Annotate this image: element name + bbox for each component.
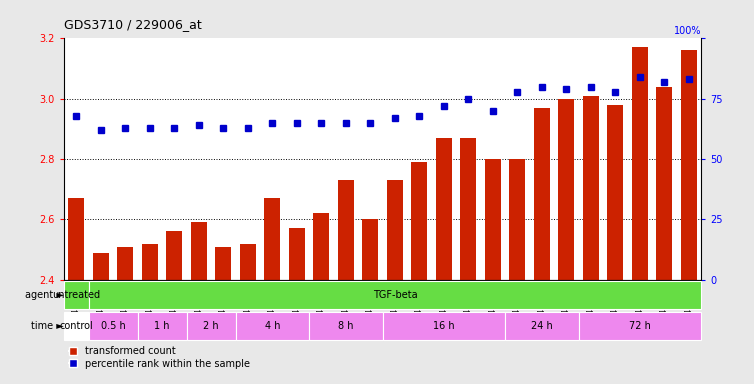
Bar [461, 138, 477, 280]
Bar [309, 312, 382, 340]
Text: untreated: untreated [52, 290, 100, 300]
Bar [191, 222, 207, 280]
Text: GDS3710 / 229006_at: GDS3710 / 229006_at [64, 18, 202, 31]
Bar [363, 219, 379, 280]
Bar [387, 180, 403, 280]
Text: 100%: 100% [674, 26, 701, 36]
Bar [505, 312, 578, 340]
Bar [681, 50, 697, 280]
Bar [510, 159, 526, 280]
Bar [69, 198, 84, 280]
Bar [314, 214, 329, 280]
Bar [485, 159, 501, 280]
Bar [235, 312, 309, 340]
Bar [578, 312, 701, 340]
Text: 8 h: 8 h [338, 321, 354, 331]
Text: 0.5 h: 0.5 h [101, 321, 125, 331]
Bar [338, 180, 354, 280]
Bar [142, 243, 158, 280]
Bar [559, 99, 575, 280]
Bar [64, 281, 89, 309]
Bar [89, 312, 137, 340]
Bar [167, 232, 182, 280]
Text: 4 h: 4 h [265, 321, 280, 331]
Bar [265, 198, 280, 280]
Text: control: control [60, 321, 93, 331]
Bar [657, 87, 673, 280]
Bar [412, 162, 428, 280]
Text: agent ►: agent ► [25, 290, 64, 300]
Bar [216, 247, 231, 280]
Text: TGF-beta: TGF-beta [372, 290, 417, 300]
Text: 72 h: 72 h [629, 321, 651, 331]
Bar [632, 48, 648, 280]
Bar [64, 312, 89, 340]
Text: 2 h: 2 h [204, 321, 219, 331]
Legend: transformed count, percentile rank within the sample: transformed count, percentile rank withi… [69, 346, 250, 369]
Text: time ►: time ► [32, 321, 64, 331]
Bar [186, 312, 235, 340]
Bar [118, 247, 133, 280]
Bar [382, 312, 505, 340]
Text: 16 h: 16 h [433, 321, 455, 331]
Bar [137, 312, 186, 340]
Bar [608, 105, 624, 280]
Bar [534, 108, 550, 280]
Text: 1 h: 1 h [155, 321, 170, 331]
Bar [93, 253, 109, 280]
Bar [240, 243, 256, 280]
Bar [436, 138, 452, 280]
Bar [289, 228, 305, 280]
Bar [583, 96, 599, 280]
Text: 24 h: 24 h [531, 321, 553, 331]
